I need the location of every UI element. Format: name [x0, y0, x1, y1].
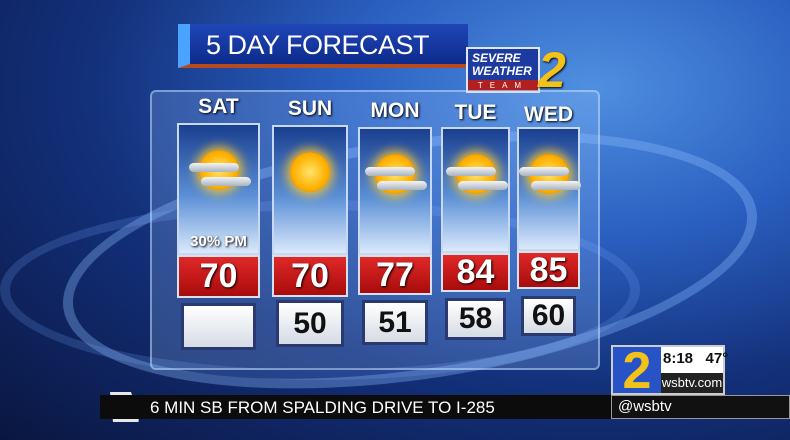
high-temp: 84 — [441, 253, 510, 292]
sky-box: 30% PM — [177, 123, 260, 255]
channel-logo: 2 — [613, 345, 661, 397]
day-column-mon: MON 77 51 — [358, 99, 432, 359]
day-label: MON — [370, 99, 420, 122]
social-handle: @wsbtv — [611, 395, 790, 419]
sky-box — [358, 127, 432, 255]
severe-weather-team-logo: SEVERE WEATHER TEAM 2 — [466, 42, 576, 98]
low-temp — [181, 303, 256, 350]
ticker-text: 6 MIN SB FROM SPALDING DRIVE TO I-285 — [150, 398, 495, 417]
low-temp: 51 — [362, 300, 428, 345]
day-label: WED — [524, 103, 573, 126]
low-temp: 58 — [445, 298, 506, 340]
day-label: TUE — [454, 101, 497, 124]
website: wsbtv.com — [661, 373, 723, 393]
low-temp: 50 — [276, 300, 344, 347]
current-temp: 47° — [705, 350, 729, 367]
page-title: 5 DAY FORECAST — [206, 30, 430, 60]
high-temp: 70 — [272, 255, 348, 297]
day-label: SAT — [198, 95, 239, 118]
title-bar: 5 DAY FORECAST — [178, 24, 468, 68]
sky-box — [441, 127, 510, 253]
day-column-wed: WED 85 60 — [517, 103, 581, 363]
day-column-sun: SUN 70 50 — [272, 97, 348, 357]
day-column-tue: TUE 84 58 — [441, 101, 510, 361]
station-bug: 2 8:18 47° wsbtv.com — [611, 345, 728, 397]
sky-box — [517, 127, 581, 251]
high-temp: 77 — [358, 255, 432, 295]
high-temp: 70 — [177, 255, 260, 298]
sky-box — [272, 125, 348, 255]
day-column-sat: SAT 30% PM 70 — [177, 95, 260, 355]
precip-chance: 30% PM — [190, 233, 247, 250]
high-temp: 85 — [517, 251, 580, 289]
low-temp: 60 — [521, 296, 576, 336]
day-label: SUN — [287, 97, 333, 120]
time: 8:18 — [663, 350, 694, 367]
